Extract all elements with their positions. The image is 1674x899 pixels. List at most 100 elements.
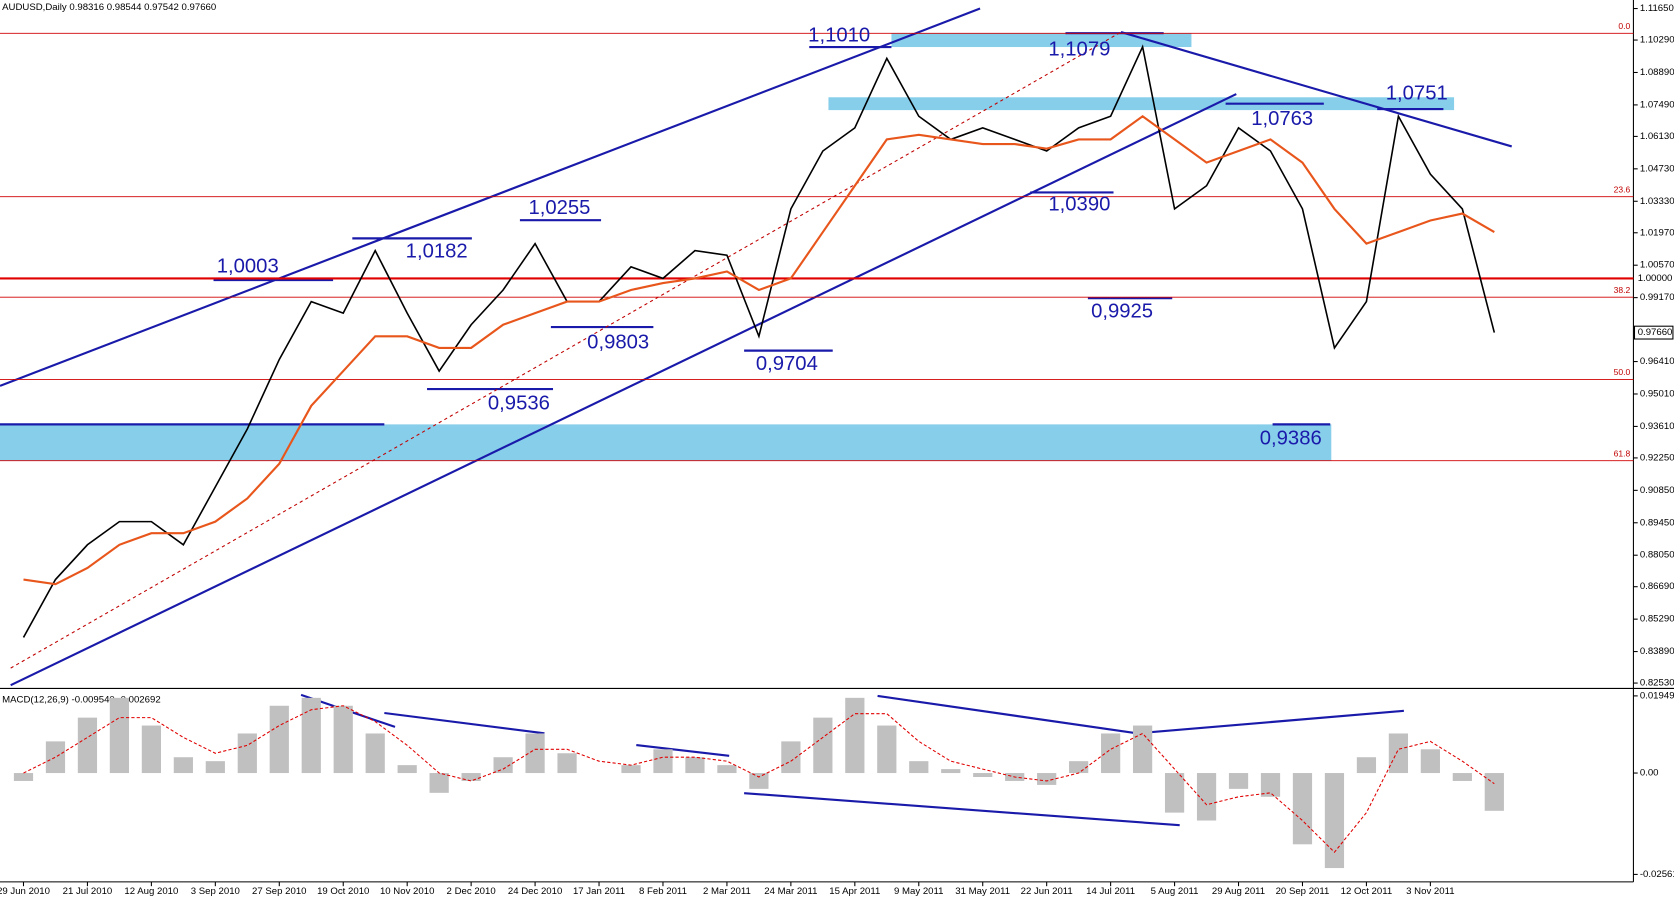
macd-bar [1324,773,1345,869]
macd-signal [23,705,1495,854]
y-tick-label: 0.82530 [1640,678,1674,689]
macd-bar [621,765,641,774]
x-tick-label: 15 Apr 2011 [829,886,880,897]
macd-trend [877,694,1138,735]
macd-bar [77,717,98,774]
macd-bar [397,765,417,774]
macd-bar [45,741,66,774]
x-tick-label: 22 Jun 2011 [1021,886,1073,897]
macd-bar [1037,773,1057,785]
price-annotation: 1,0003 [217,256,279,278]
macd-bar [1420,749,1440,774]
macd-bar [1260,773,1281,797]
trend-line [1120,31,1513,148]
y-tick-label: 0.96410 [1640,356,1674,367]
x-tick-label: 29 Jun 2010 [0,886,50,897]
macd-bar [173,757,193,774]
x-tick-label: 8 Feb 2011 [639,886,687,897]
price-annotation: 1,0763 [1251,108,1313,130]
y-tick-label: 1.03330 [1640,196,1674,207]
macd-title: MACD(12,26,9) -0.009540 -0.002692 [2,695,161,706]
macd-bar [1292,773,1313,845]
price-annotation: 1,0390 [1048,194,1110,216]
macd-bar [749,773,769,789]
macd-bar [13,773,34,781]
macd-trend [384,711,545,735]
y-tick-label: 0.93610 [1640,421,1674,432]
x-tick-label: 20 Sep 2011 [1276,886,1330,897]
macd-bar [141,725,161,774]
x-tick-label: 19 Oct 2010 [317,886,369,897]
x-tick-label: 2 Mar 2011 [703,886,751,897]
macd-bar [877,725,897,774]
macd-bar [1164,773,1185,813]
fib-label: 50.0 [1614,367,1631,377]
price-annotation: 1,1010 [808,25,870,47]
macd-bar [525,733,545,774]
y-tick-label: 1.11650 [1640,3,1674,14]
y-tick-label: 0.92250 [1640,452,1674,463]
macd-bar [1196,773,1217,821]
x-tick-label: 5 Aug 2011 [1151,886,1199,897]
x-tick-label: 17 Jan 2011 [573,886,625,897]
macd-bar [269,705,289,774]
x-tick-label: 24 Dec 2010 [508,886,562,897]
fib-label: 61.8 [1614,449,1631,459]
macd-trend [744,792,1180,827]
x-tick-label: 31 May 2011 [955,886,1010,897]
x-tick-label: 3 Sep 2010 [191,886,240,897]
y-tick-label: 1.10290 [1640,35,1674,46]
moving-average [23,114,1495,586]
macd-bar [1101,733,1121,774]
key-level-label: 1.00000 [1638,273,1673,284]
zones [0,33,1455,461]
x-tick-label: 21 Jul 2010 [63,886,113,897]
y-tick-label: 1.06130 [1640,131,1674,142]
macd-bar [1484,773,1504,811]
macd-bar [973,773,993,778]
price-annotation: 0,9704 [756,353,818,375]
y-tick-label: 0.00 [1640,768,1659,779]
macd-bar [493,757,513,774]
macd-bar [109,697,130,774]
macd-bar [333,705,353,774]
macd-bar [557,753,577,774]
macd-bar [717,765,737,774]
x-tick-label: 2 Dec 2010 [447,886,496,897]
symbol-header: AUDUSD,Daily 0.98316 0.98544 0.97542 0.9… [2,2,216,13]
y-tick-label: 0.88050 [1640,550,1674,561]
y-tick-label: 1.04730 [1640,163,1674,174]
y-tick-label: 0.90850 [1640,485,1674,496]
y-tick-label: 0.83890 [1640,646,1674,657]
x-tick-label: 24 Mar 2011 [764,886,817,897]
y-tick-label: 0.89450 [1640,517,1674,528]
trendlines [0,7,1513,827]
y-tick-label: 1.00570 [1640,260,1674,271]
y-tick-label: 0.019491 [1640,690,1674,701]
macd-bar [813,717,833,774]
price-annotation: 0,9536 [488,392,550,414]
macd-bar [1069,761,1089,774]
resistance-zone [828,97,1455,111]
fib-label: 0.0 [1618,21,1630,31]
price-annotation: 1,0182 [406,241,468,263]
price-annotation: 0,9803 [587,331,649,353]
macd-bar [1388,733,1409,774]
price-line [22,44,1496,638]
macd-bar [781,741,801,774]
macd-bar [909,761,929,774]
x-tick-label: 12 Oct 2011 [1341,886,1393,897]
y-tick-label: 0.99170 [1640,292,1674,303]
x-tick-label: 9 May 2011 [894,886,943,897]
x-tick-label: 27 Sep 2010 [252,886,306,897]
macd-trend [636,744,730,757]
fib-label: 23.6 [1614,184,1631,194]
y-tick-label: 0.85290 [1640,614,1674,625]
macd-bar [845,697,865,774]
macd-bar [205,761,225,774]
macd-bar [941,769,961,774]
price-annotation: 1,1079 [1048,39,1110,61]
y-tick-label: 1.08890 [1640,67,1674,78]
macd-bar [1452,773,1472,781]
